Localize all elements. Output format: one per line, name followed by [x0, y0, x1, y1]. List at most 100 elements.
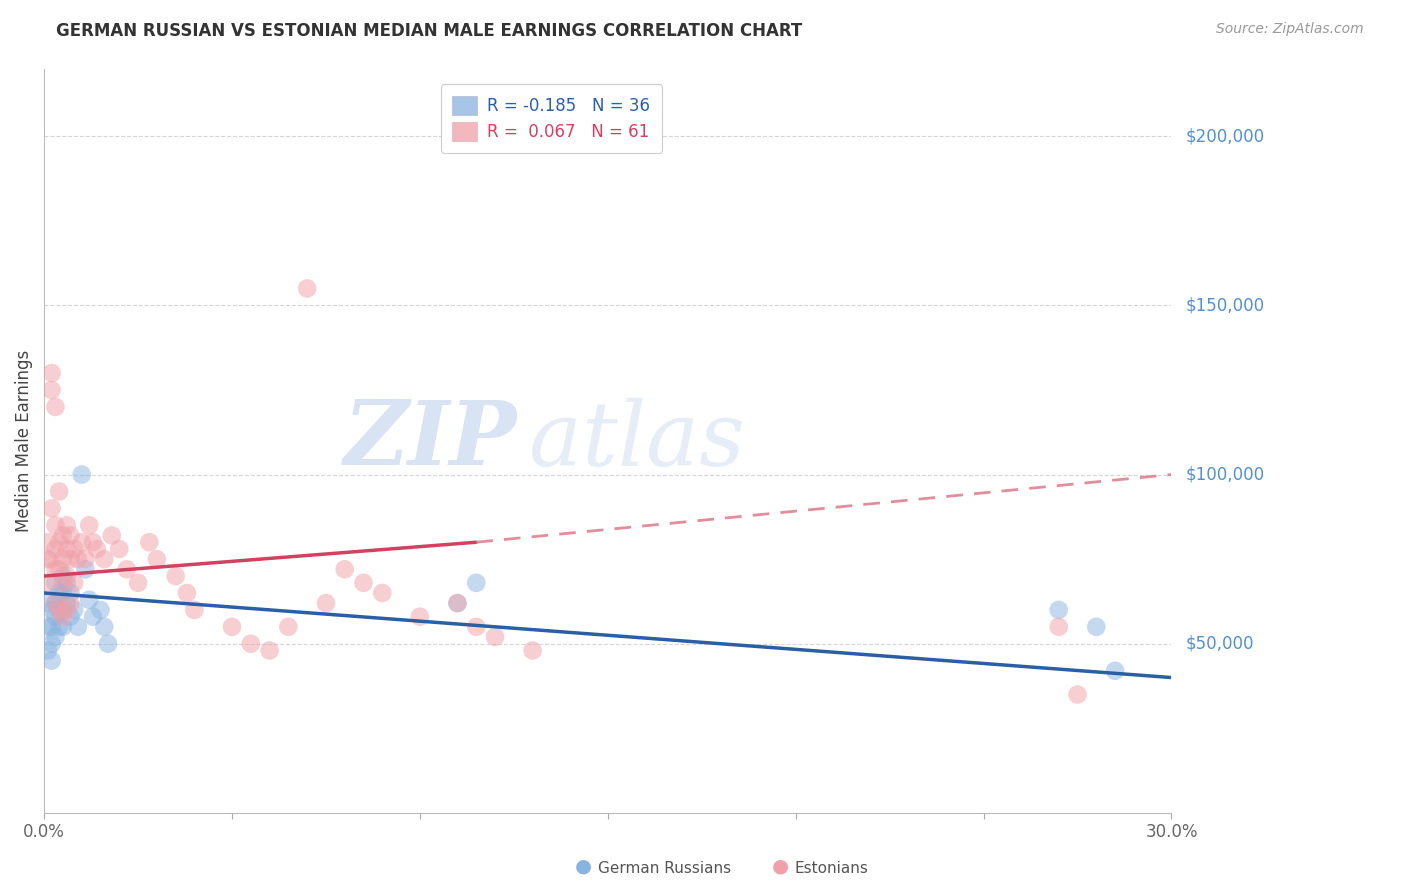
Point: [44, 596, 66, 610]
Point: [44, 575, 66, 590]
Point: [127, 575, 149, 590]
Point: [44, 400, 66, 414]
Point: [66, 552, 89, 566]
Point: [59, 528, 82, 542]
Point: [59, 596, 82, 610]
Point: [165, 569, 187, 583]
Point: [55, 569, 77, 583]
Text: German Russians: German Russians: [598, 861, 731, 876]
Point: [52, 586, 75, 600]
Point: [97, 637, 120, 651]
Point: [259, 643, 281, 657]
Point: [48, 535, 70, 549]
Point: [37, 552, 59, 566]
Point: [176, 586, 198, 600]
Point: [52, 609, 75, 624]
Text: atlas: atlas: [529, 397, 745, 484]
Point: [55, 603, 77, 617]
Point: [93, 552, 115, 566]
Point: [41, 637, 63, 651]
Point: [41, 654, 63, 668]
Point: [44, 562, 66, 576]
Point: [108, 541, 131, 556]
Point: [48, 484, 70, 499]
Point: [59, 609, 82, 624]
Text: ●: ●: [772, 857, 789, 876]
Point: [55, 518, 77, 533]
Point: [63, 603, 86, 617]
Point: [100, 528, 122, 542]
Point: [41, 620, 63, 634]
Point: [52, 620, 75, 634]
Point: [37, 535, 59, 549]
Text: Source: ZipAtlas.com: Source: ZipAtlas.com: [1216, 22, 1364, 37]
Point: [44, 630, 66, 644]
Point: [52, 552, 75, 566]
Point: [70, 467, 93, 482]
Point: [446, 596, 468, 610]
Point: [1047, 620, 1070, 634]
Point: [1066, 688, 1088, 702]
Point: [59, 552, 82, 566]
Point: [48, 562, 70, 576]
Point: [55, 596, 77, 610]
Point: [41, 366, 63, 380]
Point: [37, 596, 59, 610]
Point: [59, 586, 82, 600]
Point: [277, 620, 299, 634]
Point: [77, 592, 100, 607]
Point: [484, 630, 506, 644]
Point: [1047, 603, 1070, 617]
Point: [52, 575, 75, 590]
Point: [55, 541, 77, 556]
Point: [52, 603, 75, 617]
Point: [48, 603, 70, 617]
Point: [41, 552, 63, 566]
Point: [37, 575, 59, 590]
Point: [1085, 620, 1108, 634]
Y-axis label: Median Male Earnings: Median Male Earnings: [15, 350, 32, 532]
Point: [333, 562, 356, 576]
Point: [66, 620, 89, 634]
Point: [465, 575, 488, 590]
Point: [63, 541, 86, 556]
Point: [409, 609, 432, 624]
Point: [44, 518, 66, 533]
Point: [44, 596, 66, 610]
Point: [48, 603, 70, 617]
Point: [89, 603, 111, 617]
Point: [183, 603, 205, 617]
Point: [52, 528, 75, 542]
Point: [353, 575, 375, 590]
Point: [82, 609, 104, 624]
Text: ZIP: ZIP: [344, 398, 517, 484]
Point: [63, 575, 86, 590]
Point: [115, 562, 138, 576]
Point: [44, 609, 66, 624]
Point: [52, 569, 75, 583]
Point: [37, 643, 59, 657]
Point: [75, 562, 97, 576]
Point: [41, 383, 63, 397]
Point: [221, 620, 243, 634]
Point: [37, 620, 59, 634]
Text: $50,000: $50,000: [1185, 635, 1254, 653]
Point: [75, 552, 97, 566]
Text: $100,000: $100,000: [1185, 466, 1264, 483]
Point: [446, 596, 468, 610]
Text: ●: ●: [575, 857, 592, 876]
Point: [55, 575, 77, 590]
Point: [41, 501, 63, 516]
Point: [146, 552, 169, 566]
Point: [77, 518, 100, 533]
Point: [522, 643, 544, 657]
Point: [44, 541, 66, 556]
Legend: R = -0.185   N = 36, R =  0.067   N = 61: R = -0.185 N = 36, R = 0.067 N = 61: [440, 85, 662, 153]
Point: [86, 541, 108, 556]
Point: [48, 586, 70, 600]
Point: [48, 620, 70, 634]
Text: GERMAN RUSSIAN VS ESTONIAN MEDIAN MALE EARNINGS CORRELATION CHART: GERMAN RUSSIAN VS ESTONIAN MEDIAN MALE E…: [56, 22, 803, 40]
Point: [295, 281, 318, 295]
Text: $150,000: $150,000: [1185, 296, 1264, 314]
Text: Estonians: Estonians: [794, 861, 869, 876]
